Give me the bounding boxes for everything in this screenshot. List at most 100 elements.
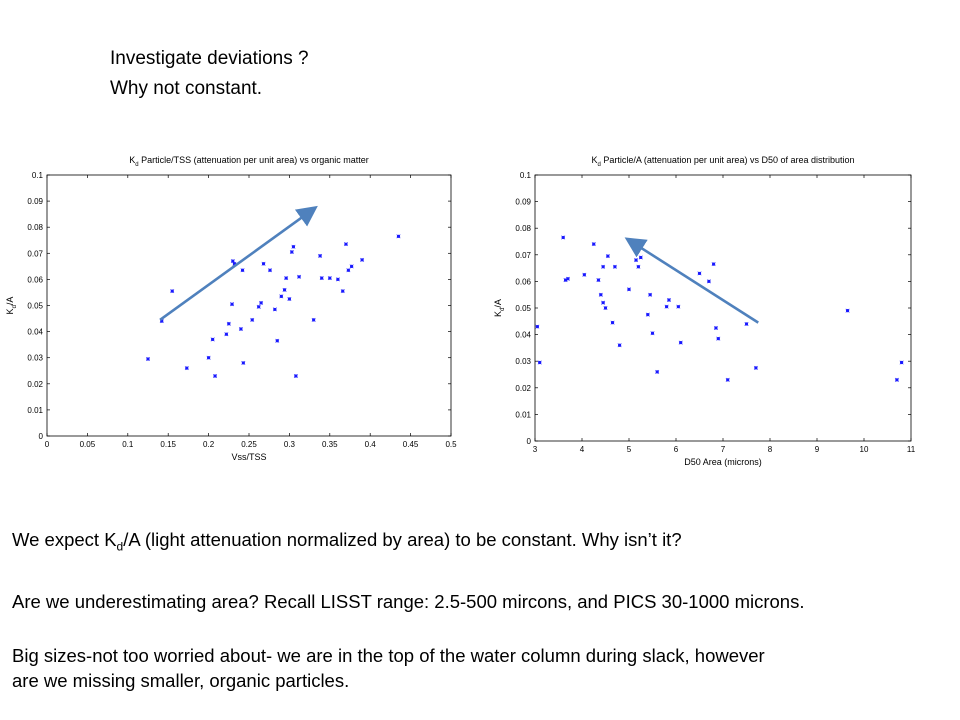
- slide-heading: Investigate deviations ? Why not constan…: [110, 44, 309, 104]
- data-point: [349, 264, 354, 269]
- x-tick-label: 0.1: [122, 440, 134, 449]
- data-point: [537, 360, 542, 365]
- body-paragraph-1: We expect Kd/A (light attenuation normal…: [12, 527, 952, 560]
- data-point: [678, 340, 683, 345]
- data-point: [601, 300, 606, 305]
- data-point: [598, 292, 603, 297]
- data-point: [279, 294, 284, 299]
- data-point: [655, 369, 660, 374]
- data-point: [210, 337, 215, 342]
- x-tick-label: 7: [721, 445, 726, 454]
- y-tick-label: 0.04: [27, 328, 43, 337]
- data-point: [289, 249, 294, 255]
- y-tick-label: 0.07: [27, 249, 43, 258]
- x-tick-label: 0.15: [160, 440, 176, 449]
- y-tick-label: 0.08: [27, 223, 43, 232]
- x-tick-label: 0.3: [284, 440, 296, 449]
- data-point: [272, 307, 277, 312]
- data-point: [645, 312, 650, 317]
- data-point: [297, 274, 302, 279]
- y-tick-label: 0.01: [515, 410, 531, 419]
- x-tick-label: 0.2: [203, 440, 215, 449]
- data-point: [603, 305, 608, 311]
- y-tick-label: 0.1: [520, 171, 532, 180]
- data-point: [170, 289, 175, 294]
- x-tick-label: 5: [627, 445, 632, 454]
- data-point: [582, 272, 587, 277]
- y-tick-label: 0.05: [27, 302, 43, 311]
- data-point: [666, 298, 671, 303]
- y-axis-label: Kd/A: [5, 297, 18, 315]
- data-point: [145, 356, 151, 362]
- data-point: [591, 242, 596, 247]
- data-point: [311, 317, 316, 322]
- data-point: [261, 261, 266, 266]
- x-tick-label: 10: [860, 445, 869, 454]
- data-point: [697, 271, 702, 276]
- x-tick-label: 9: [815, 445, 820, 454]
- data-point: [240, 268, 245, 273]
- plot-area-frame: [46, 174, 452, 437]
- data-point: [711, 262, 716, 267]
- data-point: [327, 276, 332, 281]
- x-tick-label: 0: [45, 440, 50, 449]
- data-point: [725, 377, 730, 382]
- data-point: [664, 304, 669, 309]
- body-paragraph-3-line-2: are we missing smaller, organic particle…: [12, 669, 350, 691]
- data-point: [634, 258, 639, 263]
- y-tick-label: 0.05: [515, 304, 531, 313]
- x-axis-label: D50 Area (microns): [684, 457, 762, 467]
- y-tick-label: 0.1: [32, 171, 44, 180]
- data-point: [256, 304, 261, 309]
- y-tick-label: 0.02: [27, 380, 43, 389]
- data-point: [845, 308, 850, 313]
- x-tick-label: 4: [580, 445, 585, 454]
- data-point: [282, 287, 287, 292]
- data-point: [596, 278, 601, 283]
- data-point: [291, 244, 296, 249]
- data-point: [360, 257, 365, 262]
- data-point: [648, 292, 653, 297]
- x-axis-label: Vss/TSS: [231, 452, 266, 462]
- data-point: [626, 287, 632, 292]
- body-paragraph-3-line-1: Big sizes-not too worried about- we are …: [12, 644, 765, 666]
- data-point: [226, 321, 231, 326]
- y-tick-label: 0.09: [27, 197, 43, 206]
- data-point: [899, 360, 904, 365]
- y-tick-label: 0.09: [515, 198, 531, 207]
- body-p1-before: We expect K: [12, 529, 117, 550]
- data-point: [535, 324, 540, 329]
- data-point: [753, 365, 758, 370]
- x-tick-label: 0.25: [241, 440, 257, 449]
- data-point: [396, 234, 401, 239]
- data-point: [636, 264, 641, 269]
- body-p1-after: /A (light attenuation normalized by area…: [123, 529, 682, 550]
- x-tick-label: 0.35: [322, 440, 338, 449]
- body-paragraph-2: Are we underestimating area? Recall LISS…: [12, 590, 805, 612]
- chart-title: Kd Particle/TSS (attenuation per unit ar…: [129, 155, 368, 168]
- data-point: [744, 321, 749, 326]
- x-tick-label: 8: [768, 445, 773, 454]
- data-point: [224, 332, 229, 337]
- data-point: [318, 253, 323, 258]
- data-point: [293, 373, 298, 378]
- chart-kd-vs-organic-matter: 0 0.05 0.1 0.15 0.2 0.25 0.3 0.35 0.4 0.45 0.5 0 0.0…: [5, 155, 457, 462]
- data-point: [343, 242, 348, 247]
- y-tick-label: 0.08: [515, 224, 531, 233]
- data-point: [335, 277, 340, 282]
- data-point: [346, 268, 351, 273]
- y-tick-label: 0.03: [27, 354, 43, 363]
- data-point: [213, 373, 218, 378]
- data-point: [716, 336, 721, 341]
- data-point: [340, 289, 345, 294]
- x-tick-label: 6: [674, 445, 679, 454]
- x-tick-label: 0.5: [445, 440, 457, 449]
- data-point: [605, 254, 610, 259]
- chart-title: Kd Particle/A (attenuation per unit area…: [592, 155, 855, 168]
- x-tick-label: 3: [533, 445, 538, 454]
- data-point: [610, 320, 615, 325]
- body-p1-sub: d: [116, 539, 124, 554]
- data-point: [250, 317, 255, 322]
- data-point: [601, 264, 606, 269]
- data-point: [238, 326, 243, 332]
